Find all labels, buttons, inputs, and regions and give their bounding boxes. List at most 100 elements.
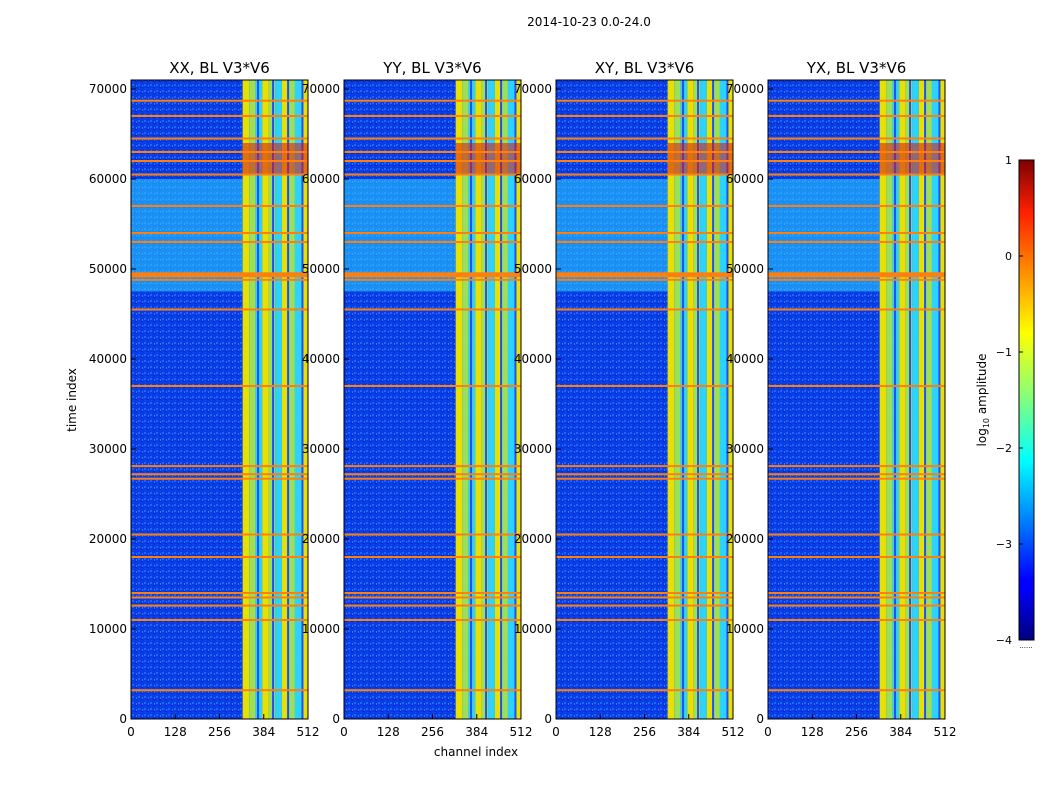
- band-column: [475, 80, 482, 719]
- rfi-line: [131, 115, 308, 117]
- rfi-line: [556, 99, 733, 102]
- y-tick-label: 60000: [514, 172, 552, 186]
- band-separator: [894, 80, 897, 719]
- rfi-line: [556, 241, 733, 243]
- band-separator: [682, 80, 685, 719]
- y-tick-label: 60000: [302, 172, 340, 186]
- rfi-line: [556, 173, 733, 176]
- x-tick-label: 384: [677, 725, 700, 739]
- band-column: [918, 80, 926, 719]
- rfi-line: [556, 477, 733, 480]
- colorbar-footer: ......: [1019, 642, 1032, 650]
- y-tick-label: 70000: [302, 82, 340, 96]
- y-tick-label: 70000: [726, 82, 764, 96]
- panel-title: XY, BL V3*V6: [595, 59, 695, 77]
- band-separator: [485, 80, 488, 719]
- rfi-line: [344, 473, 521, 476]
- rfi-line: [556, 604, 733, 607]
- panel-3: YX, BL V3*V6 0 128 256 384 512 0 10000 20000 3000…: [726, 59, 957, 739]
- rfi-line: [131, 385, 308, 387]
- y-tick-label: 50000: [302, 262, 340, 276]
- band-separator: [514, 80, 517, 719]
- band-column: [879, 80, 887, 719]
- rfi-line: [556, 308, 733, 311]
- rfi-line-strong: [131, 272, 308, 278]
- x-tick-label: 512: [934, 725, 957, 739]
- colorbar-label: log10 amplitude: [975, 354, 991, 447]
- y-tick-label: 0: [332, 712, 340, 726]
- rfi-line: [131, 533, 308, 536]
- band-column: [281, 80, 289, 719]
- rfi-line: [556, 596, 733, 599]
- band-separator: [712, 80, 715, 719]
- y-tick-label: 50000: [89, 262, 127, 276]
- y-tick-label: 30000: [89, 442, 127, 456]
- band-column: [501, 80, 508, 719]
- rfi-line: [768, 99, 945, 102]
- y-tick-label: 70000: [89, 82, 127, 96]
- rfi-line: [556, 465, 733, 468]
- band-column: [455, 80, 463, 719]
- rfi-line: [768, 205, 945, 207]
- y-tick-label: 40000: [302, 352, 340, 366]
- y-tick-label: 50000: [514, 262, 552, 276]
- band-separator: [697, 80, 700, 719]
- band-separator: [500, 80, 503, 719]
- band-separator: [287, 80, 290, 719]
- rfi-line: [131, 477, 308, 480]
- colorbar-tick-label: −3: [996, 538, 1012, 551]
- rfi-line: [344, 160, 521, 162]
- rfi-line: [344, 604, 521, 607]
- rfi-line: [344, 689, 521, 692]
- rfi-line: [768, 278, 945, 281]
- y-tick-label: 20000: [514, 532, 552, 546]
- rfi-line: [131, 151, 308, 153]
- rfi-line: [768, 592, 945, 594]
- x-axis-label: channel index: [434, 745, 518, 759]
- rfi-line: [131, 308, 308, 311]
- rfi-line: [131, 465, 308, 468]
- panel-title: YX, BL V3*V6: [806, 59, 907, 77]
- band-hotspot: [455, 143, 521, 175]
- y-tick-label: 40000: [726, 352, 764, 366]
- rfi-line: [556, 278, 733, 281]
- x-tick-label: 128: [589, 725, 612, 739]
- y-tick-label: 20000: [726, 532, 764, 546]
- y-tick-label: 40000: [514, 352, 552, 366]
- band-column: [931, 80, 939, 719]
- colorbar-tick-label: 1: [1005, 154, 1012, 167]
- colorbar: 1 0 −1 −2 −3 −4 log10 amplitude ......: [975, 154, 1035, 650]
- panel-title: YY, BL V3*V6: [382, 59, 481, 77]
- rfi-line: [344, 151, 521, 153]
- band-column: [275, 80, 282, 719]
- rfi-line: [768, 689, 945, 692]
- x-tick-label: 384: [889, 725, 912, 739]
- y-tick-label: 10000: [302, 622, 340, 636]
- rfi-line: [131, 556, 308, 558]
- x-tick-label: 0: [552, 725, 560, 739]
- rfi-line: [344, 533, 521, 536]
- rfi-line: [556, 151, 733, 153]
- rfi-line: [344, 308, 521, 311]
- band-column: [700, 80, 707, 719]
- rfi-line: [768, 473, 945, 476]
- rfi-line: [768, 232, 945, 234]
- band-column: [242, 80, 250, 719]
- y-axis-label: time index: [65, 368, 79, 432]
- rfi-line: [131, 689, 308, 692]
- x-tick-label: 0: [764, 725, 772, 739]
- band-column: [719, 80, 727, 719]
- rfi-line: [344, 205, 521, 207]
- band-column: [706, 80, 714, 719]
- rfi-line: [768, 308, 945, 311]
- band-column: [288, 80, 295, 719]
- rfi-line: [768, 596, 945, 599]
- rfi-line: [768, 385, 945, 387]
- rfi-line: [768, 151, 945, 153]
- band-column: [899, 80, 906, 719]
- rfi-line-strong: [344, 272, 521, 278]
- x-tick-label: 256: [633, 725, 656, 739]
- x-tick-label: 256: [421, 725, 444, 739]
- rfi-line: [131, 619, 308, 621]
